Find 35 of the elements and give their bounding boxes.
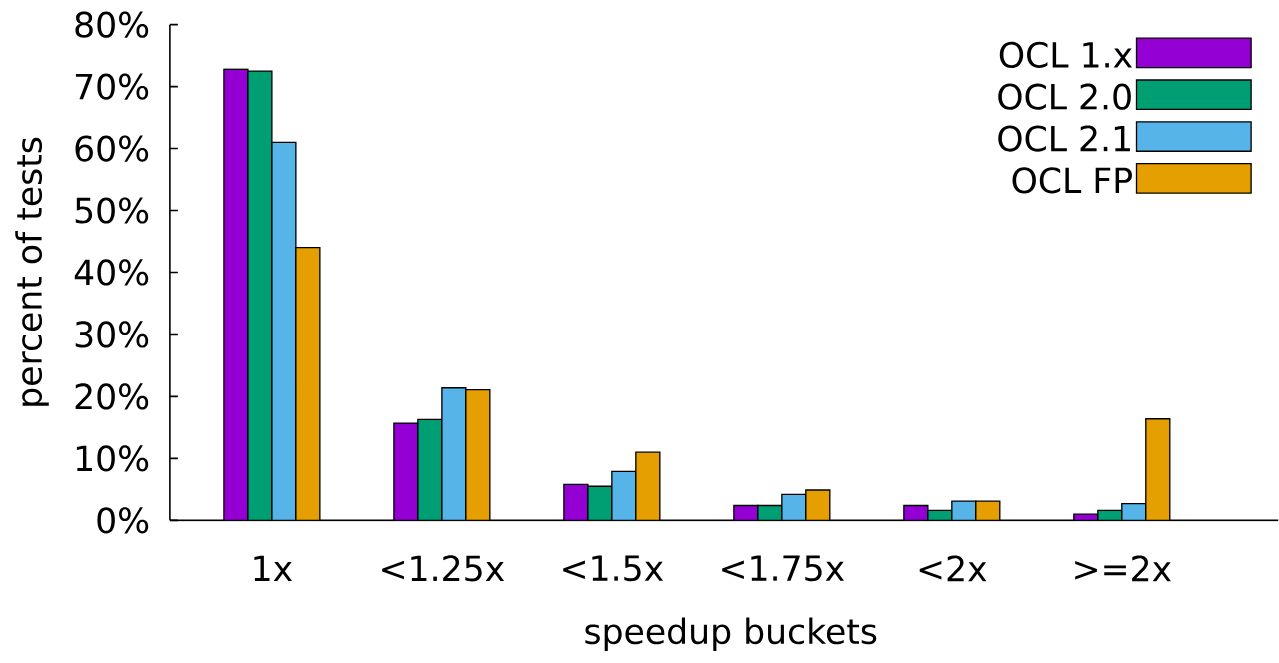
bar <box>805 490 830 521</box>
x-tick-label: <1.75x <box>722 555 845 582</box>
y-tick-label: 40% <box>74 259 149 286</box>
bar <box>417 419 442 521</box>
y-tick-label: 30% <box>75 321 149 348</box>
bar <box>223 69 248 521</box>
y-tick-label: 10% <box>76 445 149 472</box>
x-tick-label: 1x <box>254 555 293 582</box>
legend-label: OCL 1.x <box>999 41 1132 69</box>
bar <box>295 247 320 521</box>
bar <box>611 471 636 521</box>
legend-label: OCL 2.1 <box>998 125 1130 152</box>
bar <box>465 389 490 521</box>
bar <box>1121 503 1147 521</box>
legend-label: OCL 2.0 <box>998 83 1131 111</box>
y-tick-label: 20% <box>75 383 149 410</box>
x-tick-label: <2x <box>919 555 987 582</box>
x-tick-label: >=2x <box>1075 555 1171 582</box>
x-axis-title: speedup buckets <box>585 617 877 652</box>
x-tick-label: <1.5x <box>563 555 664 582</box>
bar <box>271 142 296 521</box>
y-tick-label: 60% <box>75 135 149 162</box>
y-tick-label: 50% <box>75 197 149 224</box>
bar <box>247 71 272 521</box>
bar <box>635 452 660 521</box>
legend-label: OCL FP <box>1012 167 1132 194</box>
bar <box>393 423 418 521</box>
bar <box>441 387 466 521</box>
x-tick-label: <1.25x <box>382 555 505 582</box>
bar <box>1145 418 1171 521</box>
y-tick-label: 80% <box>75 11 149 38</box>
y-axis-title: percent of tests <box>15 138 49 406</box>
y-tick-label: 0% <box>97 507 149 534</box>
y-tick-label: 70% <box>75 73 149 100</box>
bar <box>975 501 1000 521</box>
